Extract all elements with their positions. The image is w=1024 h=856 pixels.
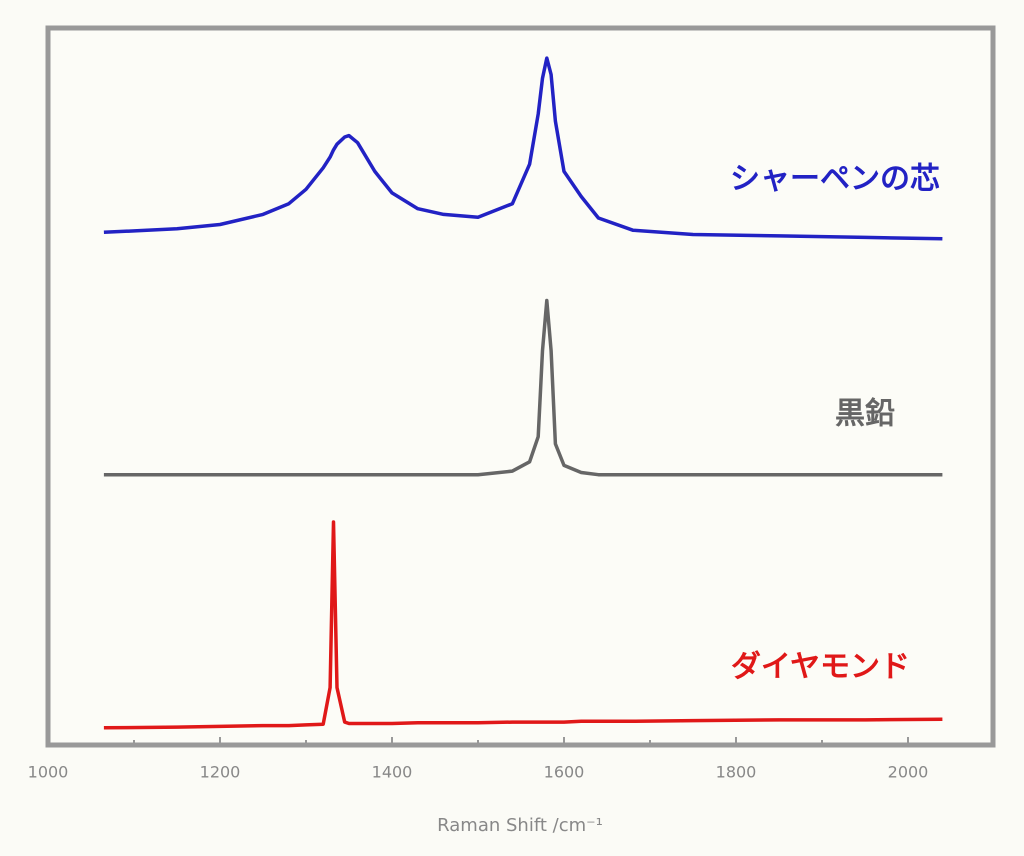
series-line (103, 520, 943, 730)
x-tick-label: 2000 (888, 763, 929, 782)
plot-frame (45, 25, 996, 748)
x-tick-label: 1200 (200, 763, 241, 782)
series-label: 黒鉛 (835, 397, 895, 432)
series-label: ダイヤモンド (731, 650, 910, 685)
x-tick-label: 1600 (544, 763, 585, 782)
x-axis-label: Raman Shift /cm⁻¹ (437, 815, 603, 836)
series-line (103, 56, 943, 241)
x-tick-label: 1000 (28, 763, 69, 782)
x-tick-label: 1800 (716, 763, 757, 782)
series-label: シャーペンの芯 (730, 162, 940, 197)
series-line (103, 298, 943, 477)
x-tick-label: 1400 (372, 763, 413, 782)
